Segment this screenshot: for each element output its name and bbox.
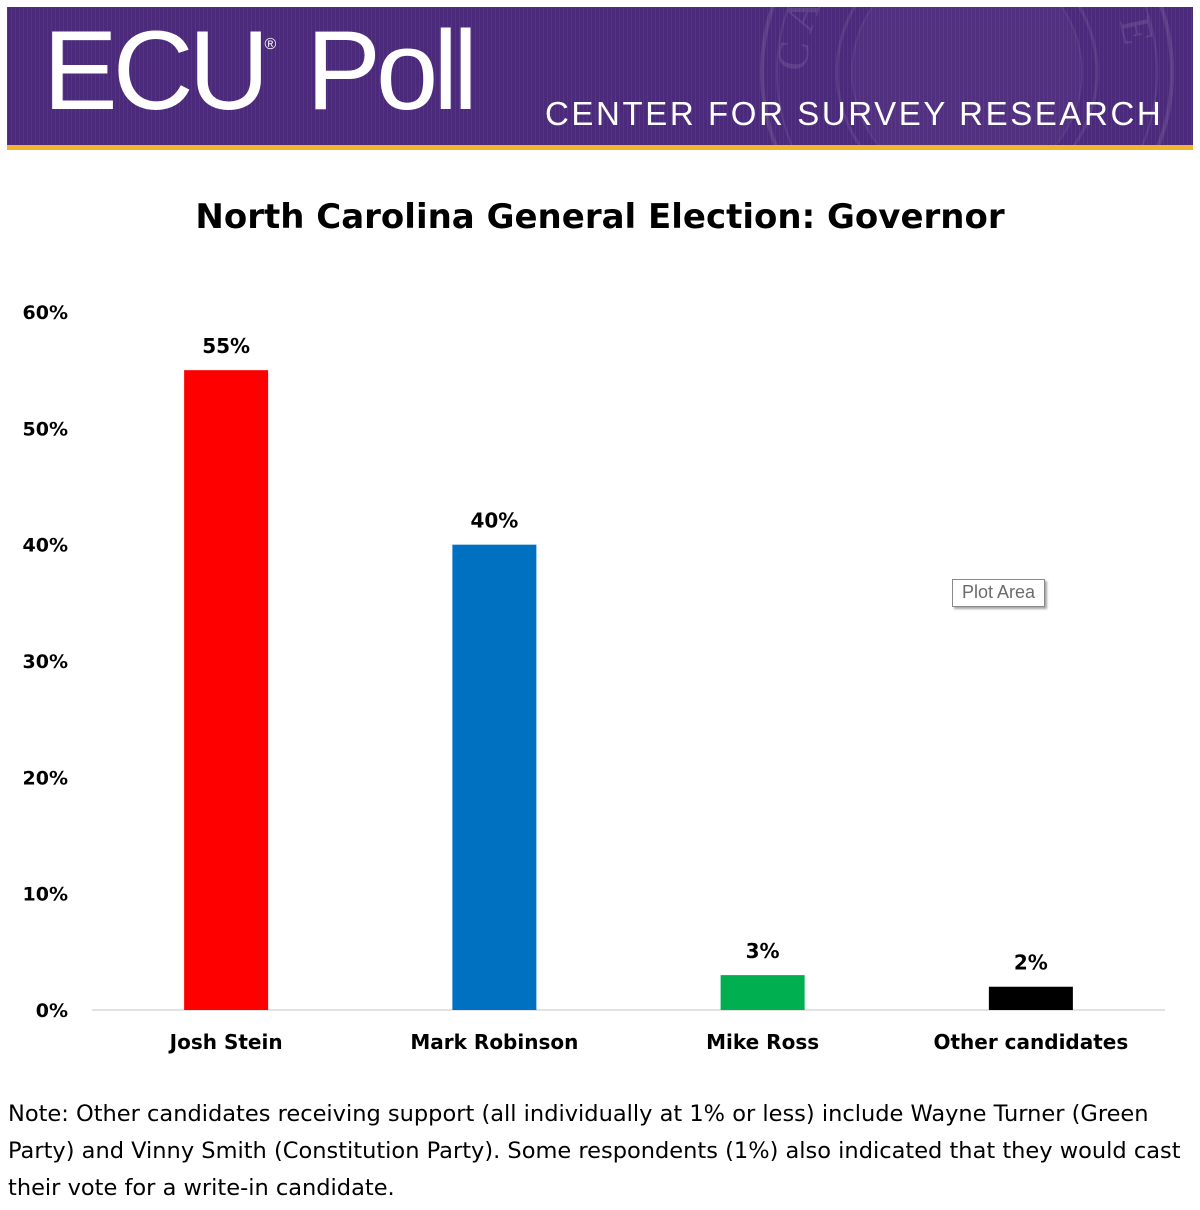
category-label: Josh Stein bbox=[168, 1030, 283, 1054]
bars bbox=[184, 370, 1073, 1011]
bar-mark-robinson bbox=[452, 544, 537, 1010]
y-tick-label: 40% bbox=[23, 535, 68, 557]
registered-mark: ® bbox=[264, 36, 277, 53]
y-tick-label: 10% bbox=[23, 884, 68, 906]
y-tick-label: 0% bbox=[36, 1000, 68, 1022]
category-label: Mark Robinson bbox=[410, 1030, 578, 1054]
bar-mike-ross bbox=[720, 975, 805, 1010]
bar-other-candidates bbox=[988, 986, 1073, 1010]
logo-text: ECU® Poll bbox=[43, 8, 478, 133]
data-label: 3% bbox=[746, 939, 780, 963]
plot-area-tooltip: Plot Area bbox=[952, 579, 1046, 607]
y-tick-label: 20% bbox=[23, 767, 68, 789]
y-tick-label: 30% bbox=[23, 651, 68, 673]
chart-title: North Carolina General Election: Governo… bbox=[195, 197, 1005, 237]
category-label: Mike Ross bbox=[706, 1030, 819, 1054]
footnote: Note: Other candidates receiving support… bbox=[8, 1101, 1181, 1201]
y-axis: 0% 10% 20% 30% 40% 50% 60% bbox=[23, 302, 68, 1022]
university-seal-watermark: CAROLINA UNIVERSITY bbox=[752, 7, 1174, 145]
bar-josh-stein bbox=[184, 370, 269, 1011]
data-labels: 55% 40% 3% 2% bbox=[202, 334, 1048, 975]
gold-stripe bbox=[7, 145, 1193, 150]
category-label: Other candidates bbox=[933, 1030, 1128, 1054]
data-label: 55% bbox=[202, 334, 250, 358]
header-banner: CAROLINA UNIVERSITY ECU®Poll CENTER FOR … bbox=[7, 7, 1193, 145]
ecu-poll-logo: ECU® Poll bbox=[43, 15, 478, 127]
y-tick-label: 50% bbox=[23, 418, 68, 440]
data-label: 2% bbox=[1014, 951, 1048, 975]
data-label: 40% bbox=[470, 509, 518, 533]
x-axis: Josh Stein Mark Robinson Mike Ross Other ca… bbox=[168, 1030, 1129, 1054]
y-tick-label: 60% bbox=[23, 302, 68, 324]
banner-subtitle: CENTER FOR SURVEY RESEARCH bbox=[545, 95, 1164, 132]
